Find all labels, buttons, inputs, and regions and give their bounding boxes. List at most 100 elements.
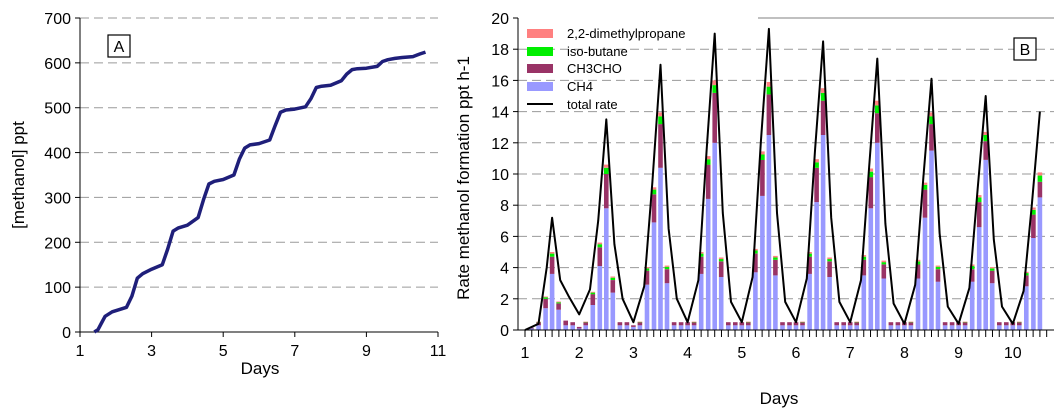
bar-ch4 [888, 325, 894, 330]
bar-isobutane [875, 105, 880, 114]
bar-dimethylpropane [604, 164, 609, 168]
panel-a-x-tick-label: 7 [290, 343, 299, 360]
bar-ch3cho [671, 322, 677, 326]
panel-b-y-tick-label: 2 [500, 292, 509, 309]
panel-b-x-label: Days [760, 389, 799, 408]
panel-a-x-tick-label: 9 [362, 343, 371, 360]
bar-ch3cho [563, 320, 568, 326]
bar-dimethylpropane [712, 80, 717, 86]
legend-swatch-dimethylpropane [527, 29, 553, 38]
panel-a-label: A [114, 39, 125, 56]
legend-swatch-isobutane [527, 47, 553, 56]
bar-dimethylpropane [1037, 172, 1043, 176]
bar-dimethylpropane [543, 296, 548, 298]
bar-dimethylpropane [820, 88, 826, 93]
bar-isobutane [698, 253, 704, 257]
bar-ch4 [780, 325, 785, 330]
bar-ch4 [854, 325, 859, 330]
bar-ch3cho [908, 322, 914, 326]
bar-ch3cho [712, 92, 717, 143]
bar-ch4 [746, 325, 751, 330]
panel-b-label-box [1013, 37, 1037, 61]
bar-ch4 [637, 325, 643, 330]
panel-a-gridlines [80, 17, 438, 288]
panel-b-x-tick-label: 10 [1004, 345, 1022, 362]
panel-a-x-label: Days [241, 359, 280, 378]
bar-ch4 [631, 326, 636, 330]
bar-ch3cho [814, 167, 819, 203]
bar-ch4 [915, 278, 921, 330]
bar-ch4 [644, 284, 650, 330]
bar-ch4 [691, 325, 697, 330]
bar-ch4 [814, 202, 819, 330]
bar-ch3cho [868, 177, 874, 209]
bar-ch4 [597, 266, 603, 330]
bar-ch3cho [780, 322, 785, 326]
bar-isobutane [753, 250, 758, 254]
bar-dimethylpropane [773, 255, 778, 258]
bar-ch3cho [820, 100, 826, 135]
panel-b-x-tick-label: 8 [900, 345, 909, 362]
bar-dimethylpropane [583, 321, 588, 323]
bar-isobutane [664, 266, 670, 270]
bar-dimethylpropane [976, 195, 982, 198]
bar-dimethylpropane [807, 252, 812, 254]
bar-ch4 [624, 325, 630, 330]
bar-dimethylpropane [658, 112, 663, 117]
bar-isobutane [1031, 209, 1036, 215]
bar-ch3cho [760, 160, 765, 196]
bar-dimethylpropane [962, 321, 968, 323]
panel-b-y-tick-label: 8 [500, 198, 509, 215]
bar-ch4 [651, 222, 657, 330]
bar-isobutane [827, 259, 832, 262]
bar-isobutane [610, 277, 616, 280]
bar-ch4 [617, 325, 623, 330]
bar-ch3cho [929, 124, 934, 151]
bar-ch4 [753, 272, 758, 330]
bar-ch4 [543, 308, 548, 330]
bar-ch4 [570, 325, 575, 330]
bar-dimethylpropane [800, 321, 805, 323]
bar-isobutane [658, 116, 663, 125]
panel-b-label: B [1020, 42, 1031, 59]
panel-a-y-tick-label: 100 [44, 280, 71, 297]
bar-ch4 [760, 195, 765, 330]
bar-isobutane [989, 268, 995, 271]
bar-ch4 [847, 325, 853, 330]
bar-isobutane [969, 266, 975, 270]
bar-ch4 [712, 142, 717, 330]
bar-ch3cho [678, 322, 684, 326]
panel-b-y-tick-label: 14 [491, 105, 509, 122]
panel-a: 0 100 200 300 400 500 600 700 1 3 5 7 9 11 A Days [m… [9, 11, 446, 378]
panel-a-y-tick-label: 700 [44, 11, 71, 28]
bar-isobutane [807, 253, 812, 257]
bar-isobutane [929, 116, 934, 125]
bar-ch3cho [976, 202, 982, 228]
bar-isobutane [651, 189, 657, 195]
bar-ch4 [549, 273, 555, 330]
bar-dimethylpropane [861, 255, 867, 257]
bar-isobutane [543, 297, 548, 299]
bar-ch3cho [766, 94, 772, 135]
bar-ch3cho [698, 256, 704, 274]
bar-ch3cho [597, 247, 603, 266]
legend-swatch-ch4 [527, 82, 553, 91]
bar-dimethylpropane [908, 321, 914, 323]
bar-ch4 [718, 277, 724, 330]
bar-dimethylpropane [651, 187, 657, 190]
panel-b-y-tick-label: 20 [491, 11, 509, 28]
bar-isobutane [604, 167, 609, 174]
bar-ch3cho [685, 322, 690, 326]
bar-ch4 [902, 325, 907, 330]
bar-dimethylpropane [590, 291, 596, 293]
panel-b-x-tick-label: 4 [683, 345, 692, 362]
bar-ch3cho [989, 270, 995, 284]
bar-isobutane [760, 154, 765, 160]
bar-ch3cho [793, 322, 799, 326]
bar-ch3cho [644, 270, 650, 285]
bar-ch4 [576, 328, 582, 330]
bar-ch4 [841, 325, 846, 330]
bar-ch4 [590, 305, 596, 330]
bar-ch4 [983, 160, 988, 330]
